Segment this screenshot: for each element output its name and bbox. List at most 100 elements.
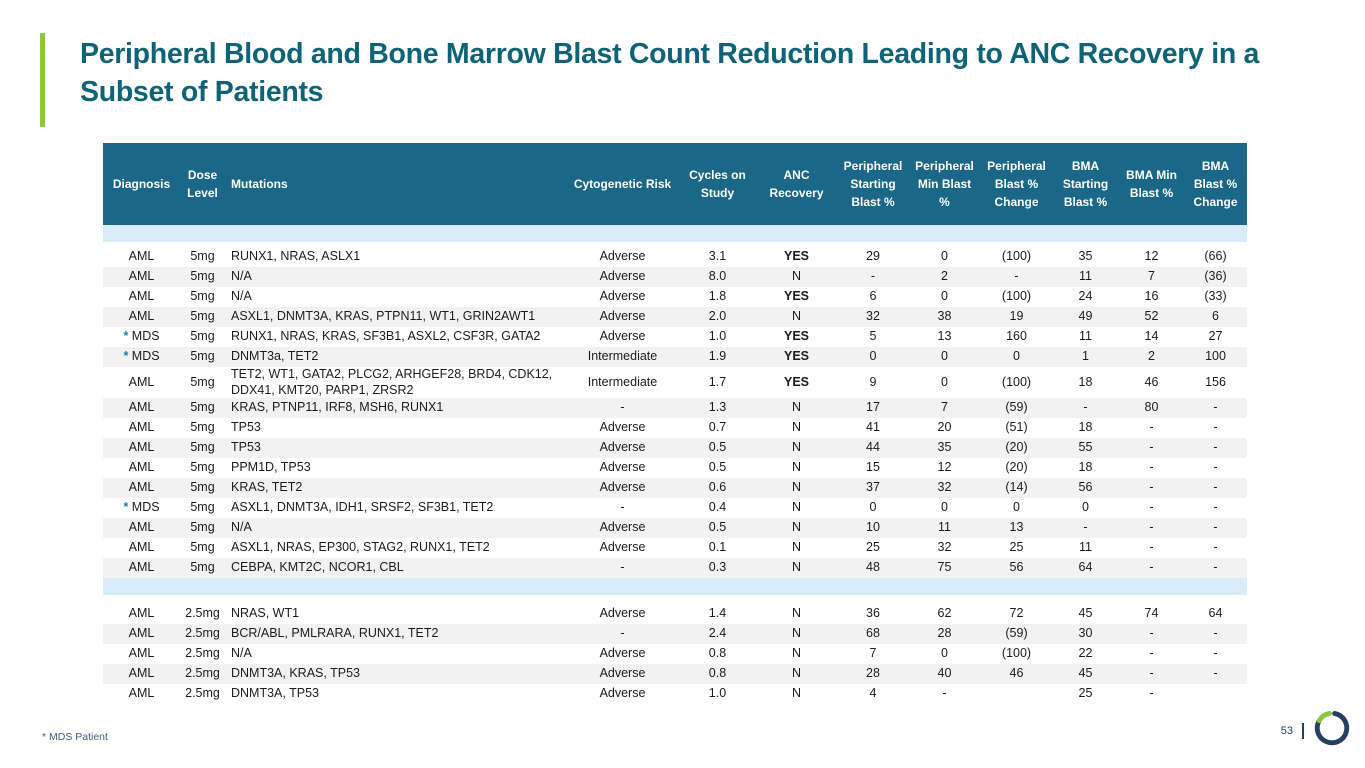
table-cell: Adverse: [565, 307, 680, 327]
table-cell: 1: [1052, 347, 1119, 367]
table-cell: 22: [1078, 646, 1093, 661]
blast-count-table-container: Diagnosis Dose Level Mutations Cytogenetic …: [103, 143, 1247, 704]
table-cell: 5mg: [180, 558, 225, 579]
table-row: AML 5mg ASXL1, NRAS, EP300, STAG2, RUNX1, …: [103, 538, 1247, 558]
table-cell: -: [565, 398, 680, 419]
table-cell: YES: [783, 289, 809, 304]
table-cell: 2: [1119, 347, 1184, 367]
table-cell: 29: [866, 249, 880, 264]
table-cell: 30: [1052, 624, 1119, 645]
table-cell: PPM1D, TP53: [231, 460, 311, 475]
table-row: AML 5mg TP53 Adverse 0.7 N 41 20 (51) 18 - -: [103, 418, 1247, 438]
table-cell: 56: [1052, 478, 1119, 499]
column-header: Peripheral Starting Blast %: [838, 143, 908, 225]
table-cell: -: [1119, 664, 1184, 685]
table-cell: 11: [1079, 329, 1092, 344]
table-cell: BCR/ABL, PMLRARA, RUNX1, TET2: [225, 624, 565, 645]
table-cell: -: [838, 267, 908, 287]
table-cell: 0: [869, 500, 877, 515]
table-cell: -: [565, 558, 680, 579]
table-cell: 2.5mg: [185, 686, 220, 701]
column-header: BMA Starting Blast %: [1052, 143, 1119, 225]
table-cell: (51): [1005, 420, 1028, 435]
table-cell: 11: [1079, 540, 1092, 555]
table-cell: 19: [981, 307, 1052, 327]
table-cell: 6: [869, 289, 877, 304]
footer-divider: [1302, 722, 1304, 739]
table-cell: 0: [1082, 500, 1089, 515]
table-cell: 13: [981, 518, 1052, 539]
table-cell: -: [1184, 664, 1247, 685]
table-cell: -: [1119, 438, 1184, 459]
table-cell: -: [1213, 500, 1218, 515]
table-cell: -: [1149, 646, 1154, 661]
table-cell: -: [1149, 540, 1154, 555]
table-cell: AML: [128, 289, 155, 304]
table-cell: 7: [908, 398, 981, 419]
table-cell: N: [755, 624, 838, 645]
table-cell: N: [755, 518, 838, 539]
table-cell: 5mg: [190, 289, 215, 304]
table-row: AML 2.5mg DNMT3A, KRAS, TP53 Adverse 0.8 N 28 4…: [103, 664, 1247, 685]
table-cell: Adverse: [599, 420, 646, 435]
table-cell: ASXL1, DNMT3A, KRAS, PTPN11, WT1, GRIN2A…: [225, 307, 565, 327]
table-cell: 0.6: [680, 478, 755, 499]
table-row: AML 5mg PPM1D, TP53 Adverse 0.5 N 15 12 (20) 18 - -: [103, 458, 1247, 478]
table-cell: 32: [838, 307, 908, 327]
table-header: Diagnosis Dose Level Mutations Cytogenetic …: [103, 143, 1247, 225]
table-cell: TP53: [231, 420, 261, 435]
table-cell: 1.3: [680, 398, 755, 419]
table-cell: 160: [1006, 329, 1027, 344]
table-cell: 14: [1144, 329, 1159, 344]
table-row: * MDS 5mg ASXL1, DNMT3A, IDH1, SRSF2, SF3B…: [103, 498, 1247, 518]
table-cell: 37: [838, 478, 908, 499]
table-cell: AML: [103, 398, 180, 419]
table-cell: Adverse: [565, 478, 680, 499]
table-cell: YES: [783, 374, 809, 389]
page-title: Peripheral Blood and Bone Marrow Blast C…: [80, 38, 1260, 108]
table-cell: 56: [981, 558, 1052, 579]
table-cell: 75: [908, 558, 981, 579]
table-cell: 1.4: [708, 606, 727, 621]
table-cell: AML: [103, 624, 180, 645]
table-cell: 5mg: [190, 374, 215, 389]
table-cell: N: [755, 398, 838, 419]
table-cell: 0.4: [708, 500, 727, 515]
table-cell: 3.1: [708, 249, 727, 264]
table-cell: -: [1119, 624, 1184, 645]
table-cell: 2.5mg: [180, 664, 225, 685]
table-cell: * MDS: [123, 500, 160, 515]
table-cell: Intermediate: [565, 347, 680, 367]
table-cell: * MDS: [123, 329, 160, 344]
table-cell: N/A: [231, 646, 252, 661]
table-cell: AML: [103, 307, 180, 327]
table-body: AML 5mg RUNX1, NRAS, ASLX1 Adverse 3.1 YES 29 0…: [103, 225, 1247, 704]
table-cell: 28: [908, 624, 981, 645]
table-cell: 64: [1052, 558, 1119, 579]
table-cell: 44: [838, 438, 908, 459]
table-cell: N/A: [225, 518, 565, 539]
table-cell: 6: [1184, 307, 1247, 327]
table-cell: -: [1119, 518, 1184, 539]
table-cell: 0: [941, 249, 948, 264]
table-cell: 2.4: [680, 624, 755, 645]
table-cell: 2: [908, 267, 981, 287]
table-cell: 4: [869, 686, 877, 701]
table-cell: 0: [981, 347, 1052, 367]
table-cell: 13: [937, 329, 952, 344]
table-cell: 5mg: [190, 329, 215, 344]
column-header: BMA Blast % Change: [1184, 143, 1247, 225]
table-cell: 5mg: [190, 540, 215, 555]
table-cell: 35: [908, 438, 981, 459]
table-cell: 5mg: [180, 478, 225, 499]
ring-logo-icon: [1313, 709, 1351, 752]
table-row: AML 2.5mg BCR/ABL, PMLRARA, RUNX1, TET2-2.…: [103, 624, 1247, 645]
table-cell: -: [1149, 686, 1154, 701]
table-cell: RUNX1, NRAS, ASLX1: [231, 249, 361, 264]
table-cell: 11: [908, 518, 981, 539]
table-cell: Adverse: [599, 646, 646, 661]
table-cell: (20): [1005, 460, 1028, 475]
table-cell: AML: [128, 540, 155, 555]
table-cell: 5mg: [190, 460, 215, 475]
table-cell: 32: [908, 478, 981, 499]
